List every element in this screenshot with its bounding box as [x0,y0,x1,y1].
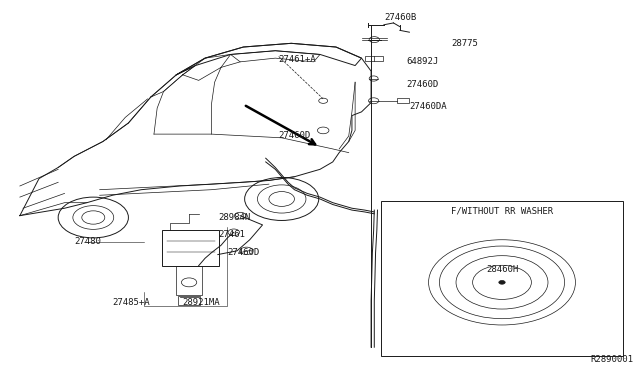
Bar [397,98,410,103]
Text: 27460D: 27460D [227,248,260,257]
Text: 27460D: 27460D [406,80,438,89]
Bar [381,201,623,356]
Text: 28984N: 28984N [218,213,250,222]
Text: R2890001: R2890001 [590,355,633,364]
Text: 27485+A: 27485+A [113,298,150,307]
Text: 27460B: 27460B [384,13,416,22]
Bar [365,55,383,61]
Text: 27461+A: 27461+A [278,55,316,64]
Text: 27461: 27461 [218,230,244,239]
Text: F/WITHOUT RR WASHER: F/WITHOUT RR WASHER [451,206,553,215]
Text: 27460DA: 27460DA [410,102,447,111]
Text: 64892J: 64892J [406,57,438,66]
Text: 27480: 27480 [74,237,101,246]
Bar [178,296,200,305]
Circle shape [499,280,505,284]
Bar [176,266,202,295]
Text: 28775: 28775 [451,39,478,48]
Text: 27460D: 27460D [278,131,311,141]
Text: 28921MA: 28921MA [182,298,220,307]
Text: 28460H: 28460H [486,265,518,274]
